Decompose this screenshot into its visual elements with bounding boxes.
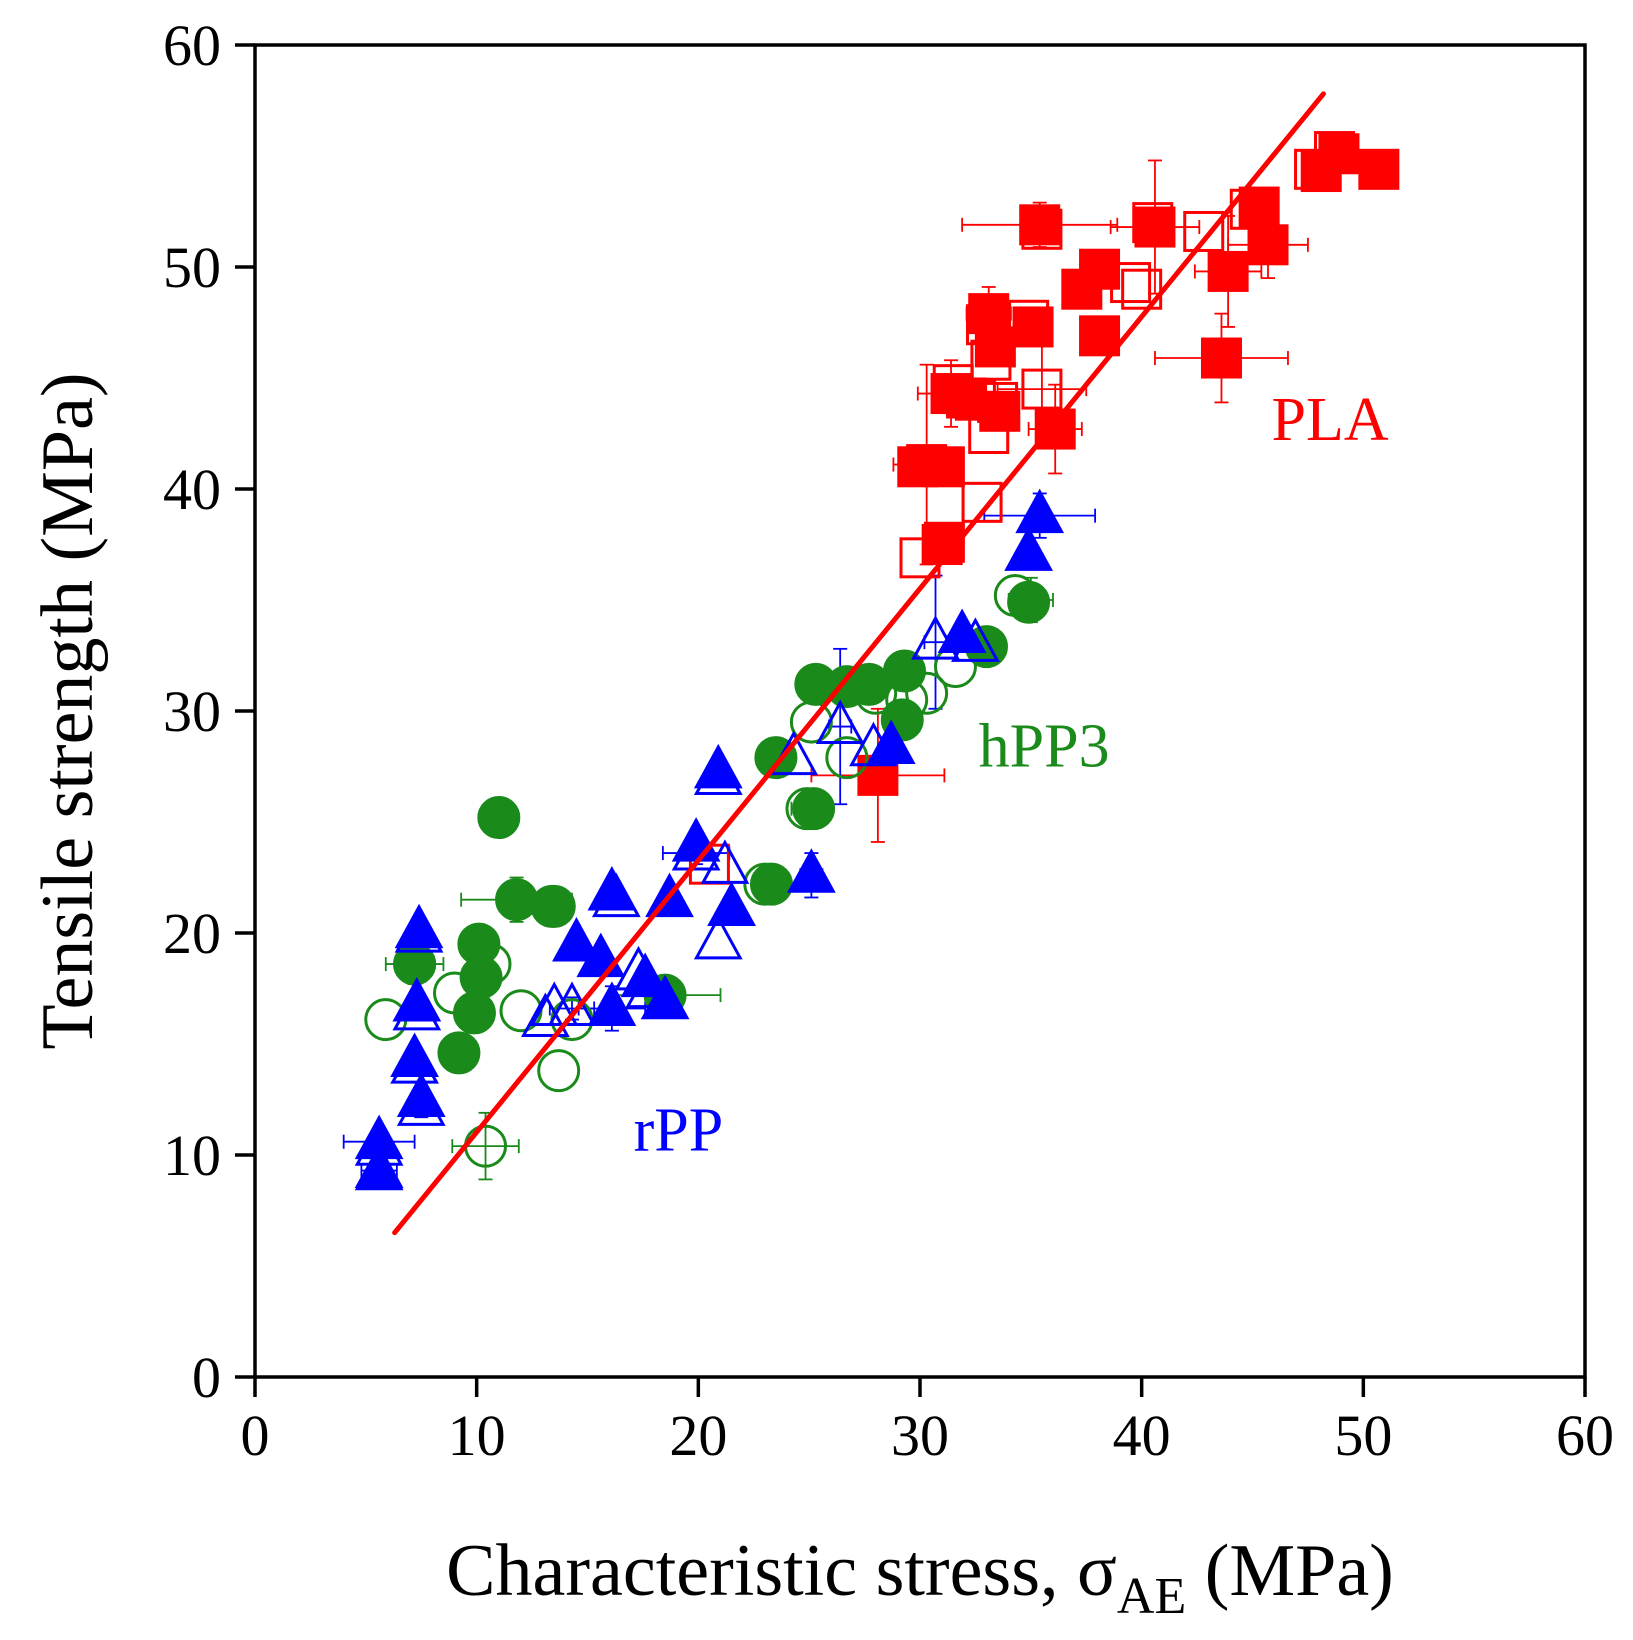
x-tick-label: 40 (1113, 1403, 1171, 1468)
x-tick-label: 10 (448, 1403, 506, 1468)
hpp3-open-point (905, 671, 949, 715)
y-tick-label: 10 (163, 1123, 221, 1188)
pla-open-point (1121, 268, 1163, 310)
pla-filled-point (1012, 306, 1054, 348)
rpp-filled-point (392, 976, 442, 1022)
rpp-filled-point (937, 608, 987, 653)
pla-label: PLA (1272, 386, 1389, 454)
hpp3-filled-point (437, 1031, 481, 1075)
x-axis-title: Characteristic stress, σAE (MPa) (446, 1530, 1394, 1625)
rpp-open-point (693, 914, 743, 960)
rpp-filled-point (354, 1143, 404, 1188)
pla-filled-point (1019, 204, 1061, 246)
rpp-filled-point (390, 1032, 439, 1077)
rpp-filled-point (620, 952, 670, 998)
pla-filled-point (1200, 337, 1242, 379)
hpp3-filled-point (749, 862, 793, 906)
rpp-filled-point (693, 743, 743, 789)
pla-filled-point (1079, 315, 1121, 357)
x-tick-label: 50 (1334, 1403, 1392, 1468)
series-labels: PLA hPP3 rPP (634, 386, 1389, 1164)
rpp-filled-point (866, 719, 916, 764)
rpp-filled-point (1015, 488, 1065, 534)
hpp3-filled-point (477, 796, 521, 840)
y-axis-title: Tensile strength (MPa) (27, 372, 109, 1049)
hpp3-open-point (537, 1049, 581, 1093)
hpp3-filled-point (882, 649, 926, 693)
y-tick-label: 60 (163, 13, 221, 78)
hpp3-filled-point (532, 884, 576, 928)
y-tick-label: 50 (163, 235, 221, 300)
rpp-filled-point (640, 974, 690, 1020)
pla-filled-point (1134, 206, 1176, 248)
pla-filled-point (979, 390, 1021, 432)
y-tick-label: 30 (163, 679, 221, 744)
pla-filled-point (974, 326, 1016, 368)
y-tick-label: 0 (192, 1345, 221, 1410)
hpp3-filled-point (452, 991, 496, 1035)
pla-filled-point (923, 446, 965, 488)
pla-open-point (1183, 210, 1225, 252)
rpp-filled-point (396, 1072, 446, 1117)
pla-open-point (1021, 368, 1063, 410)
rpp-filled-point (587, 865, 637, 911)
hpp3-filled-point (459, 955, 503, 999)
x-tick-label: 60 (1556, 1403, 1614, 1468)
hpp3-label: hPP3 (979, 713, 1110, 781)
rpp-filled-point (587, 981, 637, 1026)
rpp-filled-point (671, 817, 721, 862)
rpp-filled-point (394, 903, 444, 949)
axes (235, 43, 1587, 1397)
hpp3-filled-point (495, 878, 539, 922)
y-tick-label: 40 (163, 457, 221, 522)
pla-filled-point (1061, 268, 1103, 310)
hpp3-filled-point (1007, 580, 1051, 624)
rpp-label: rPP (634, 1097, 724, 1165)
x-tick-label: 20 (669, 1403, 727, 1468)
x-tick-label: 0 (241, 1403, 270, 1468)
y-tick-label: 20 (163, 901, 221, 966)
rpp-filled-point (1004, 526, 1053, 571)
rpp-filled-point (787, 848, 836, 893)
rpp-filled-point (552, 917, 601, 962)
pla-filled-point (1247, 224, 1289, 266)
pla-filled-point (1358, 148, 1400, 190)
pla-filled-point (930, 373, 972, 415)
data-points-layer (354, 91, 1400, 1236)
pla-filled-point (1318, 133, 1360, 175)
rpp-filled-point (707, 881, 756, 927)
rpp-open-point (815, 699, 865, 744)
pla-filled-point (1238, 186, 1280, 228)
pla-open-point (961, 481, 1003, 523)
tick-labels: 0 10 20 30 40 50 60 0 10 20 30 40 50 60 (163, 13, 1614, 1468)
x-tick-label: 30 (891, 1403, 949, 1468)
pla-filled-point (1207, 250, 1249, 292)
fit-line (392, 91, 1326, 1236)
hpp3-open-point (825, 736, 869, 780)
hpp3-filled-point (792, 787, 836, 831)
